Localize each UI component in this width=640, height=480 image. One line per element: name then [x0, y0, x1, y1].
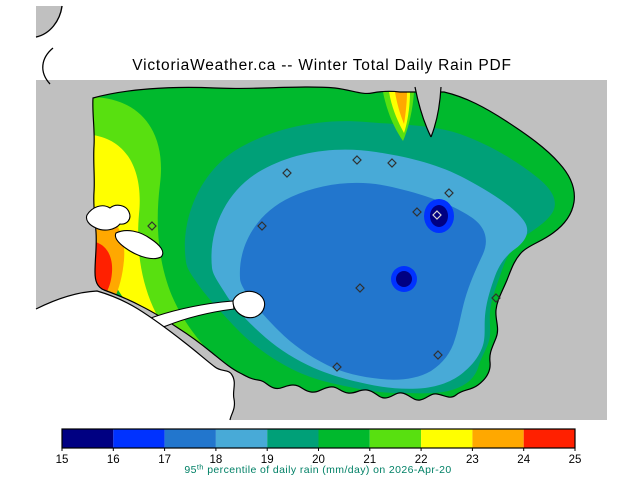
station-marker-icon: [257, 221, 267, 231]
station-marker-icon: [412, 207, 422, 217]
colorbar-segment: [215, 429, 268, 448]
colorbar-tick-label: 22: [415, 454, 428, 466]
colorbar-segment: [369, 429, 422, 448]
colorbar-segment: [267, 429, 319, 448]
corner-coastline: [35, 5, 63, 38]
inlet-water-wedge: [415, 88, 441, 137]
colorbar-segment: [113, 429, 165, 448]
station-markers: [147, 155, 501, 372]
station-marker-icon: [355, 283, 365, 293]
station-marker-icon: [332, 362, 342, 372]
inlet-coastline-east: [430, 86, 442, 138]
band-17-18: [239, 182, 486, 380]
minimum-core-15-16: [430, 205, 448, 227]
southwest-land: [36, 291, 235, 420]
colorbar-segment: [318, 429, 370, 448]
harbour-water-a: [85, 204, 131, 231]
station-marker-icon: [491, 293, 501, 303]
inlet-coastline-west: [414, 86, 432, 138]
colorbar-segment: [523, 429, 575, 448]
southwest-coastline: [35, 290, 236, 421]
colorbar-segment: [421, 429, 473, 448]
colorbar-tick-label: 16: [107, 454, 120, 466]
lagoon-pocket: [232, 290, 266, 319]
station-marker-icon: [147, 221, 157, 231]
colorbar-segments: [61, 428, 576, 449]
colorbar-ticks: 15 16 17 18 19 20 21 22 23 24 25: [56, 448, 582, 466]
colorbar-tick-label: 25: [569, 454, 582, 466]
colorbar-segment: [472, 429, 524, 448]
caption-superscript: th: [197, 463, 204, 472]
colorbar-tick-label: 15: [56, 454, 69, 466]
malahat-band-23-24: [395, 92, 407, 124]
station-marker-icon: [444, 188, 454, 198]
colorbar-tick-label: 20: [312, 454, 325, 466]
colorbar-tick-label: 24: [517, 454, 530, 466]
station-marker-icon: [352, 155, 362, 165]
harbour-water-b: [114, 230, 164, 260]
plot-title: VictoriaWeather.ca -- Winter Total Daily…: [132, 57, 511, 74]
station-marker-icon: [387, 158, 397, 168]
caption-rest: percentile of daily rain (mm/day) on 202…: [204, 464, 452, 476]
colorbar-tick-label: 17: [158, 454, 171, 466]
colorbar-tick-label: 18: [210, 454, 223, 466]
colorbar-caption: 95th percentile of daily rain (mm/day) o…: [184, 463, 451, 477]
title-band: [36, 44, 607, 80]
colorbar-tick-label: 21: [363, 454, 376, 466]
colorbar-segment: [164, 429, 216, 448]
rain-minima: [391, 199, 454, 292]
colorbar-segment: [62, 429, 114, 448]
colorbar-tick-label: 23: [466, 454, 479, 466]
inlet-coastline-arc: [42, 47, 54, 85]
corner-water: [36, 6, 76, 44]
station-marker-icon: [282, 168, 292, 178]
station-marker-icon: [433, 350, 443, 360]
caption-base: 95: [184, 464, 196, 476]
minimum-core-15-16: [396, 271, 412, 287]
station-marker-icon: [432, 210, 442, 220]
colorbar-tick-label: 19: [261, 454, 274, 466]
